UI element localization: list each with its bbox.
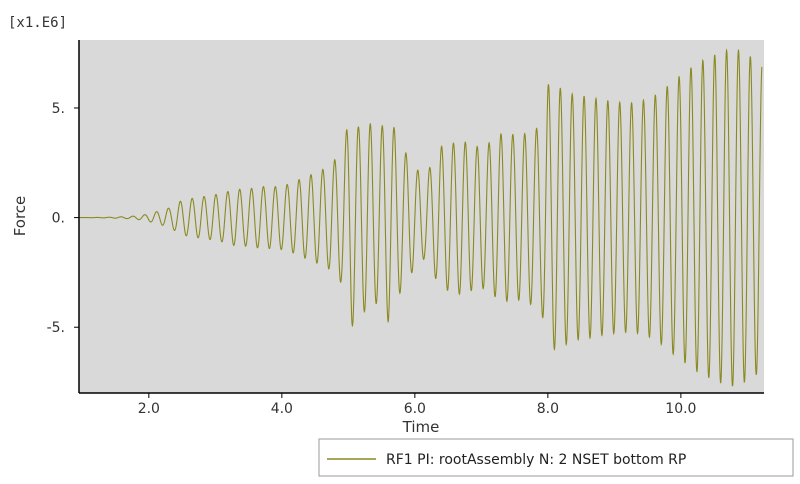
x-tick-label: 10.0 [665, 401, 696, 417]
series-layer [79, 48, 763, 387]
y-tick-label: -5. [47, 320, 65, 336]
series-line [79, 48, 763, 387]
legend-box [318, 438, 794, 477]
x-axis-ticks: 2.0 4.0 6.0 8.0 10.0 [138, 393, 696, 417]
y-tick-label: 0. [52, 211, 65, 227]
legend: RF1 PI: rootAssembly N: 2 NSET bottom RP [318, 438, 794, 477]
x-tick-label: 8.0 [537, 401, 559, 417]
x-tick-label: 2.0 [138, 401, 160, 417]
y-axis-ticks: 5. 0. -5. [47, 101, 79, 336]
y-axis-multiplier-label: [x1.E6] [8, 15, 67, 31]
axes-layer [78, 40, 764, 394]
y-tick-label: 5. [52, 101, 65, 117]
x-tick-label: 6.0 [404, 401, 426, 417]
x-tick-label: 4.0 [271, 401, 293, 417]
x-axis-title: Time [402, 418, 440, 436]
y-axis-title: Force [11, 196, 29, 237]
legend-label: RF1 PI: rootAssembly N: 2 NSET bottom RP [386, 452, 686, 468]
